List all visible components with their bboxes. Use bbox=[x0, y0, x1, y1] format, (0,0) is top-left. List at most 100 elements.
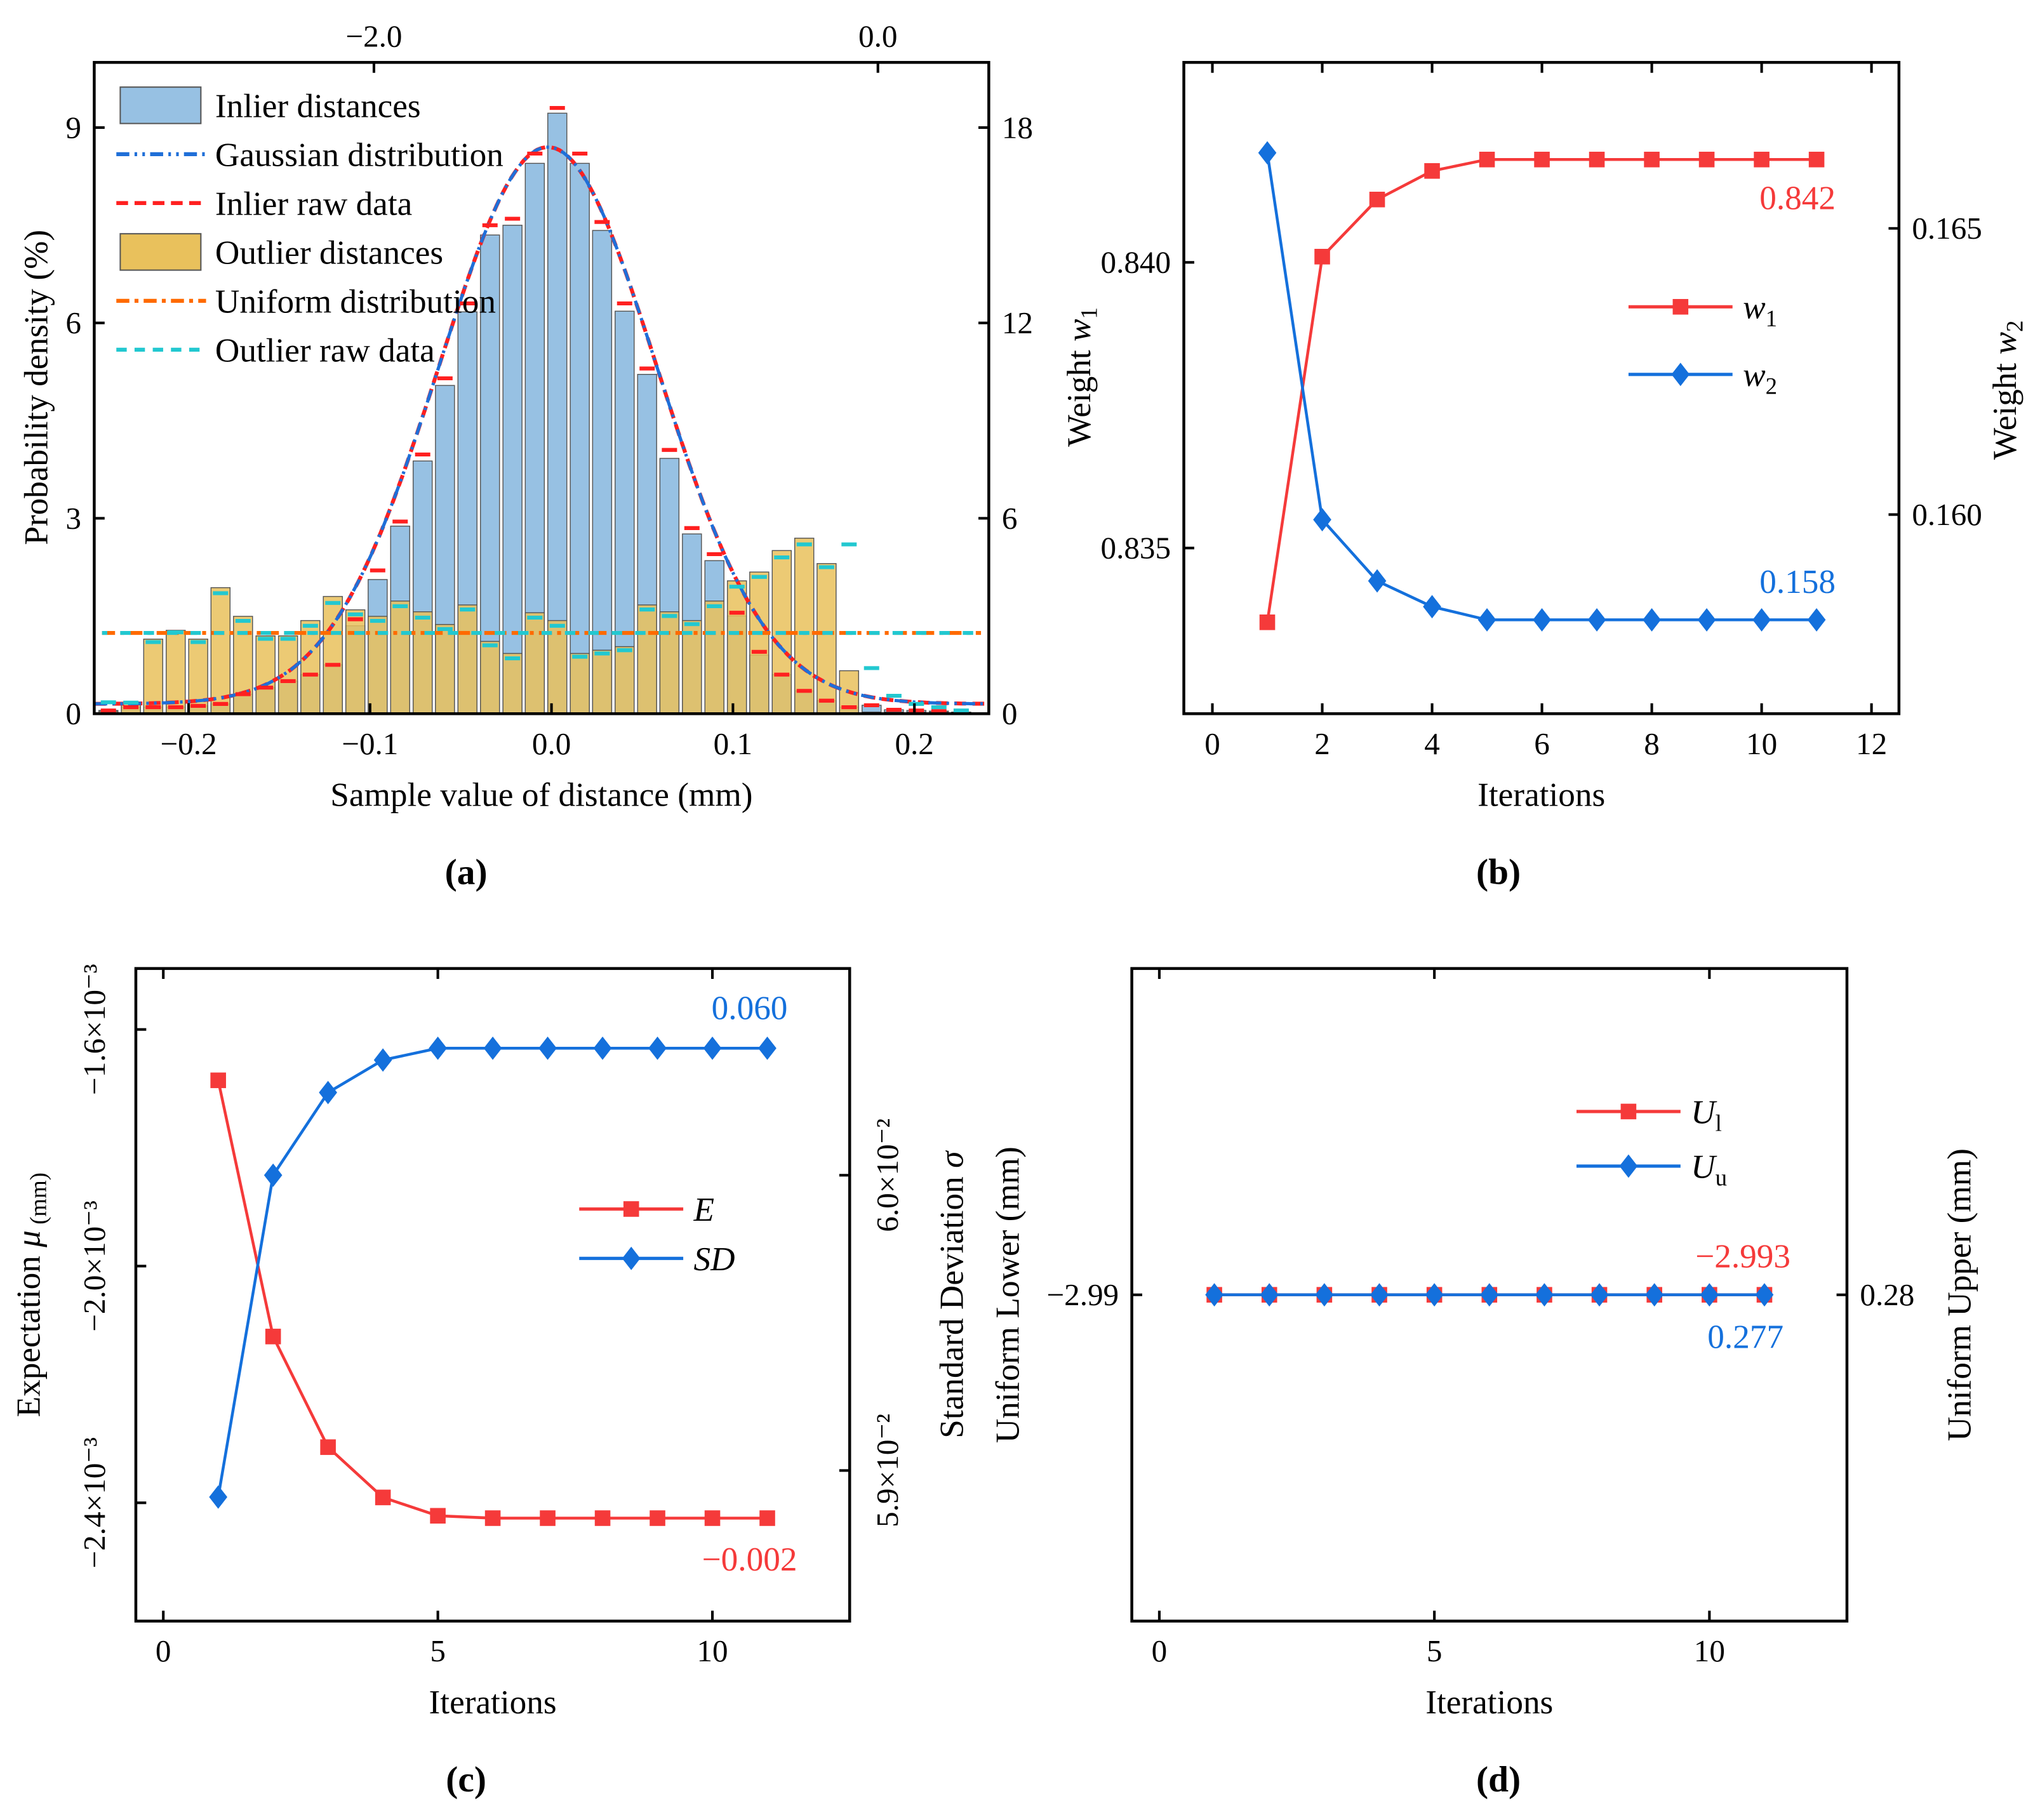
square-marker bbox=[1672, 299, 1689, 315]
y-axis-label: Expectation μ (mm) bbox=[10, 1172, 51, 1417]
y2-axis-label-text: Standard Deviation bbox=[933, 1168, 970, 1438]
legend-label: Uniform distribution bbox=[215, 282, 496, 320]
y-tick-label: 0 bbox=[65, 696, 81, 731]
square-marker bbox=[650, 1510, 665, 1526]
panel-label: (d) bbox=[1476, 1760, 1521, 1800]
legend-label: Outlier raw data bbox=[215, 331, 435, 369]
outlier-bar bbox=[368, 616, 388, 714]
square-marker bbox=[1754, 152, 1770, 168]
y2-tick-label: 0.28 bbox=[1860, 1277, 1914, 1312]
diamond-marker bbox=[1619, 1154, 1638, 1178]
diamond-marker bbox=[622, 1246, 641, 1270]
y-tick-label: −1.6×10⁻³ bbox=[77, 964, 112, 1095]
x-axis-label: Sample value of distance (mm) bbox=[330, 776, 752, 814]
outlier-bar bbox=[547, 620, 568, 714]
y-axis-label-symbol: μ bbox=[10, 1230, 47, 1248]
square-marker bbox=[484, 1510, 501, 1526]
diamond-marker bbox=[1645, 1283, 1664, 1307]
x-tick-label: 10 bbox=[697, 1633, 728, 1668]
plot-frame bbox=[134, 967, 851, 1623]
y-tick-label: 0.835 bbox=[1101, 531, 1171, 566]
series-line-E bbox=[217, 1080, 768, 1520]
inlier-bar bbox=[502, 225, 523, 714]
square-marker bbox=[1479, 152, 1495, 168]
y2-axis-label-text: Weight bbox=[1986, 354, 2023, 460]
diamond-marker bbox=[1425, 1283, 1444, 1307]
y-tick-label: 6 bbox=[65, 305, 81, 340]
diamond-marker bbox=[1697, 608, 1716, 632]
y2-tick-label: 12 bbox=[1002, 305, 1033, 340]
square-marker bbox=[1808, 152, 1825, 168]
outlier-bar bbox=[726, 580, 747, 714]
y-axis-label: Uniform Lower (mm) bbox=[989, 1146, 1026, 1443]
outlier-bar bbox=[412, 611, 433, 714]
x-tick-label: 5 bbox=[430, 1633, 446, 1668]
x-tick-label: 10 bbox=[1746, 726, 1777, 761]
legend-label-subscript: 2 bbox=[1766, 373, 1777, 399]
inlier-bar bbox=[547, 112, 568, 714]
legend-label-name: w bbox=[1743, 289, 1766, 326]
diamond-marker bbox=[483, 1036, 502, 1060]
diamond-marker bbox=[1205, 1283, 1223, 1307]
plot-frame bbox=[93, 61, 990, 715]
outlier-bar bbox=[233, 616, 253, 714]
value-annotation: −0.002 bbox=[702, 1541, 797, 1578]
x2-tick-label: 0.0 bbox=[858, 19, 897, 54]
series-line-w1 bbox=[1265, 158, 1817, 623]
legend-label-subscript: l bbox=[1716, 1110, 1722, 1136]
outlier-bar bbox=[390, 601, 410, 714]
y2-tick-label: 6.0×10⁻² bbox=[870, 1119, 905, 1232]
diamond-marker bbox=[1643, 608, 1661, 632]
x-tick-label: 0 bbox=[1204, 726, 1220, 761]
x-tick-label: −0.2 bbox=[160, 726, 217, 761]
legend-label-name: SD bbox=[693, 1240, 735, 1278]
x-tick-label: 0 bbox=[1152, 1633, 1168, 1668]
square-marker bbox=[1424, 163, 1440, 179]
diamond-marker bbox=[1671, 362, 1690, 387]
x-tick-label: 0.1 bbox=[714, 726, 752, 761]
y-axis-label-subscript: (mm) bbox=[25, 1172, 52, 1230]
legend-label-name: w bbox=[1743, 356, 1766, 394]
x-tick-label: 0.0 bbox=[532, 726, 571, 761]
diamond-marker bbox=[1480, 1283, 1499, 1307]
legend-label-name: U bbox=[1691, 1093, 1717, 1131]
panel-a: −0.2 −0.1 0.0 0.1 0.2 Sample value of distanc… bbox=[18, 19, 1033, 893]
x-tick-label: 2 bbox=[1314, 726, 1330, 761]
square-marker bbox=[1534, 152, 1550, 168]
diamond-marker bbox=[1370, 1283, 1389, 1307]
outlier-bar bbox=[637, 604, 657, 714]
diamond-marker bbox=[373, 1048, 392, 1072]
square-marker bbox=[704, 1510, 721, 1526]
outlier-bar bbox=[480, 641, 500, 714]
outlier-bar bbox=[435, 623, 455, 714]
y2-axis-label-subscript: 2 bbox=[2001, 321, 2027, 332]
value-annotation: −2.993 bbox=[1695, 1238, 1790, 1275]
square-marker bbox=[1698, 152, 1715, 168]
y-axis-label: Weight w1 bbox=[1060, 307, 1102, 447]
diamond-marker bbox=[593, 1036, 612, 1060]
panel-b: 0 2 4 6 8 10 12Iterations(b)0.8350.8400.1600.1… bbox=[1060, 61, 2027, 893]
diamond-marker bbox=[538, 1036, 557, 1060]
diamond-marker bbox=[1533, 608, 1551, 632]
outlier-bar bbox=[749, 571, 770, 714]
x2-tick-label: −2.0 bbox=[345, 19, 402, 54]
x-tick-label: −0.1 bbox=[342, 726, 398, 761]
diamond-marker bbox=[648, 1036, 667, 1060]
x-tick-label: 12 bbox=[1856, 726, 1887, 761]
square-marker bbox=[430, 1508, 446, 1524]
panel-label: (a) bbox=[445, 853, 488, 893]
outlier-bar bbox=[817, 563, 837, 714]
legend-label: w1 bbox=[1743, 289, 1777, 331]
outlier-bar bbox=[166, 630, 186, 714]
y2-axis-label: Weight w2 bbox=[1986, 321, 2027, 460]
legend-label-subscript: u bbox=[1716, 1165, 1727, 1191]
y-axis-label-text: Probability density (%) bbox=[18, 230, 55, 545]
diamond-marker bbox=[1258, 141, 1277, 165]
square-marker bbox=[594, 1510, 611, 1526]
legend-label-name: U bbox=[1691, 1148, 1717, 1185]
y2-axis-label-symbol: σ bbox=[933, 1150, 970, 1168]
x-axis-label: Iterations bbox=[1425, 1684, 1553, 1721]
x-tick-label: 10 bbox=[1694, 1633, 1725, 1668]
square-marker bbox=[375, 1489, 391, 1506]
x-tick-label: 0 bbox=[156, 1633, 171, 1668]
